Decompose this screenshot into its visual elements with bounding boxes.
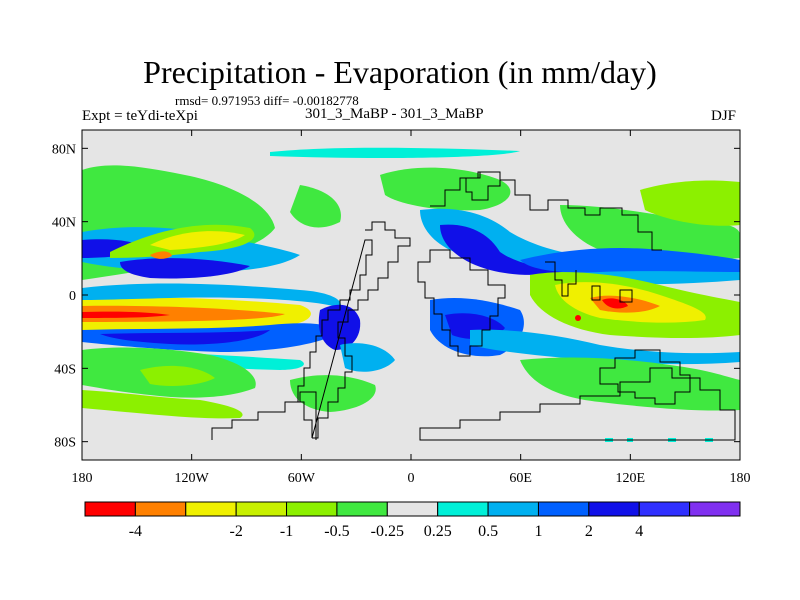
- colorbar-box: [588, 501, 640, 517]
- colorbar-box: [235, 501, 288, 517]
- coastline-america: [312, 221, 411, 439]
- coastline-africa: [417, 249, 506, 357]
- lon-tick-label: 180: [730, 471, 751, 486]
- coastline-india: [545, 261, 577, 297]
- south-indian-green-patch: [520, 357, 740, 411]
- colorbar-box: [487, 501, 539, 517]
- latitude-labels: 80N 40N 0 40S 80S: [52, 142, 76, 450]
- coastline-america-west: [297, 239, 373, 439]
- colorbar-label: -0.25: [371, 523, 404, 540]
- colorbar-label: 2: [585, 523, 593, 540]
- northeast-green-patch: [640, 180, 740, 226]
- lon-tick-label: 180: [72, 471, 93, 486]
- colorbar-box: [134, 501, 187, 517]
- axis-ticks: [81, 130, 741, 460]
- dry-spot: [575, 315, 581, 321]
- colorbar-label: 1: [534, 523, 542, 540]
- indian-ocean-dry-max: [602, 298, 628, 309]
- statistics-label: rmsd= 0.971953 diff= -0.00182778: [175, 93, 359, 108]
- lat-tick-label: 80S: [54, 436, 76, 451]
- lon-tick-label: 60E: [509, 471, 532, 486]
- lat-tick-label: 40S: [54, 362, 76, 377]
- lon-tick-label: 0: [408, 471, 415, 486]
- south-atlantic-wet-region: [340, 343, 395, 372]
- lon-tick-label: 120W: [175, 471, 210, 486]
- colorbar-box: [537, 501, 590, 517]
- colorbar-label: -2: [229, 523, 242, 540]
- south-atlantic-green-patch: [290, 375, 376, 412]
- colorbar-box: [286, 501, 338, 517]
- colorbar-labels: -4 -2 -1 -0.5 -0.25 0.25 0.5 1 2 4: [129, 523, 644, 540]
- lon-tick-label: 120E: [616, 471, 646, 486]
- colorbar-label: 4: [635, 523, 643, 540]
- colorbar-label: -0.5: [324, 523, 349, 540]
- lat-tick-label: 0: [69, 289, 76, 304]
- colorbar-label: -4: [129, 523, 142, 540]
- coastlines: [211, 171, 736, 441]
- colorbar-label: 0.25: [424, 523, 452, 540]
- equatorial-pacific-dry-core: [82, 305, 285, 322]
- coastline-antarctica: [211, 367, 736, 441]
- map-panel: [82, 130, 740, 460]
- northeast-wet-band: [520, 248, 740, 273]
- colorbar-box: [689, 501, 741, 517]
- colorbar-label: -1: [280, 523, 293, 540]
- colorbar-box: [84, 501, 136, 517]
- amazon-wet-region: [318, 304, 361, 350]
- north-atlantic-green-band: [290, 185, 341, 228]
- lon-tick-label: 60W: [288, 471, 316, 486]
- colorbar-box: [638, 501, 691, 517]
- lat-tick-label: 80N: [52, 142, 76, 157]
- subtropical-blue-core: [120, 258, 250, 279]
- season-label: DJF: [710, 108, 736, 124]
- colorbar-label: 0.5: [478, 523, 498, 540]
- itcz-wet-band: [82, 283, 341, 308]
- southern-indian-wet-band: [470, 329, 740, 365]
- coastline-australia: [599, 349, 691, 405]
- coastline-greenland: [465, 171, 501, 201]
- north-pacific-dry-peak: [150, 251, 172, 259]
- center-label: 301_3_MaBP - 301_3_MaBP: [305, 106, 484, 122]
- spcz-wet-core: [100, 330, 270, 345]
- south-pacific-green-lobe: [140, 365, 215, 386]
- colorbar-box: [185, 501, 237, 517]
- colorbar-box: [336, 501, 388, 517]
- equatorial-pacific-dry-peak: [82, 311, 170, 318]
- arctic-wet-band: [270, 147, 520, 159]
- lat-tick-label: 40N: [52, 216, 76, 231]
- north-pacific-dry-core: [150, 231, 245, 250]
- southern-ocean-green-band: [82, 390, 243, 419]
- asia-wet-core: [440, 224, 580, 275]
- coastline-maritime-continent: [591, 285, 633, 303]
- colorbar-box: [437, 501, 489, 517]
- experiment-label: Expt = teYdi-teXpi: [82, 108, 198, 124]
- map-title: Precipitation - Evaporation (in mm/day): [143, 54, 657, 90]
- colorbar-box: [386, 501, 439, 517]
- longitude-labels: 180 120W 60W 0 60E 120E 180: [72, 471, 751, 486]
- colorbar: [84, 501, 741, 517]
